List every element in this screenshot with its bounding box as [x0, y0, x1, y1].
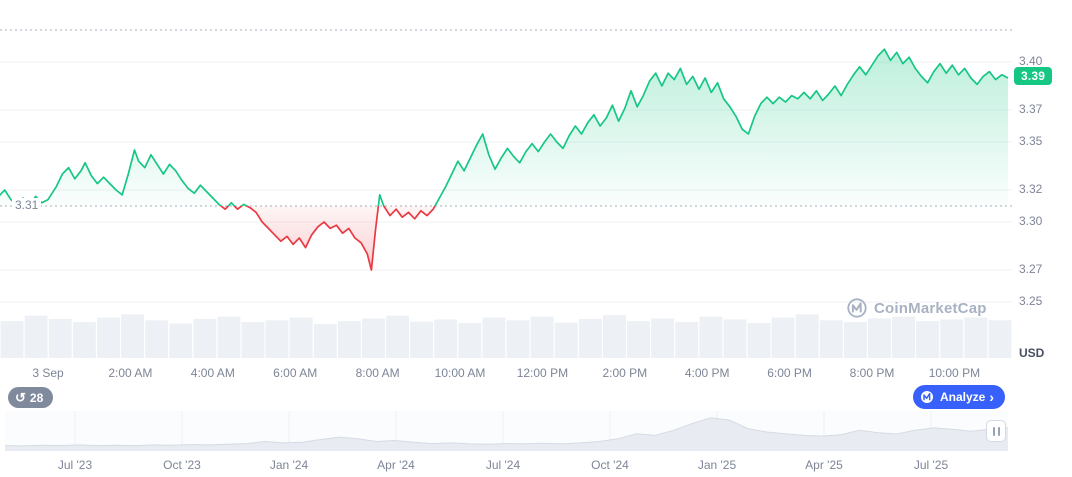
- watermark: CoinMarketCap: [846, 297, 987, 319]
- navigator-axis-label: Oct '24: [591, 458, 629, 472]
- price-axis[interactable]: 3.39 USD 3.40 3.37 3.35 3.32 3.30 3.27 3.25: [1012, 0, 1072, 360]
- watermark-text: CoinMarketCap: [874, 299, 987, 317]
- currency-label: USD: [1019, 346, 1045, 360]
- navigator-axis-label: Jul '23: [57, 458, 93, 472]
- x-axis-label: 6:00 PM: [767, 366, 812, 380]
- current-price-badge: 3.39: [1014, 67, 1053, 85]
- y-axis-label: 3.27: [1019, 262, 1043, 276]
- navigator-axis-label: Jul '24: [485, 458, 521, 472]
- navigator-axis-label: Apr '25: [805, 458, 843, 472]
- history-count-badge[interactable]: ↺ 28: [8, 387, 54, 408]
- y-axis-label: 3.37: [1019, 102, 1043, 116]
- x-axis-label: 2:00 AM: [108, 366, 153, 380]
- navigator-axis-label: Jan '24: [269, 458, 309, 472]
- x-axis-label: 2:00 PM: [602, 366, 648, 380]
- chevron-right-icon: ›: [989, 389, 994, 405]
- date-range-navigator[interactable]: [4, 411, 1009, 451]
- y-axis-label: 3.35: [1019, 134, 1043, 148]
- x-axis-label: 4:00 AM: [190, 366, 235, 380]
- x-axis-label: 6:00 AM: [273, 366, 318, 380]
- x-axis-label: 8:00 PM: [849, 366, 895, 380]
- y-axis-label: 3.25: [1019, 294, 1043, 308]
- y-axis-label: 3.40: [1019, 54, 1043, 68]
- y-axis-label: 3.30: [1019, 214, 1043, 228]
- navigator-axis-label: Oct '23: [163, 458, 201, 472]
- price-chart[interactable]: 3.31: [0, 0, 1012, 360]
- x-axis-label: 10:00 PM: [928, 366, 981, 380]
- navigator-axis-label: Jul '25: [913, 458, 949, 472]
- time-axis[interactable]: 3 Sep 2:00 AM 4:00 AM 6:00 AM 8:00 AM 10:00 A…: [0, 366, 1012, 382]
- x-axis-label: 3 Sep: [32, 366, 64, 380]
- navigator-axis-label: Jan '25: [697, 458, 737, 472]
- analyze-button[interactable]: Analyze ›: [912, 385, 1005, 409]
- navigator-axis-label: Apr '24: [377, 458, 415, 472]
- open-price-label: 3.31: [12, 198, 42, 212]
- price-chart-canvas[interactable]: [0, 0, 1012, 360]
- analyze-label: Analyze: [939, 390, 986, 404]
- x-axis-label: 4:00 PM: [684, 366, 730, 380]
- history-clock-icon: ↺: [15, 390, 26, 405]
- x-axis-label: 8:00 AM: [355, 366, 400, 380]
- coinmarketcap-logo-icon: [920, 391, 933, 403]
- navigator-canvas[interactable]: [4, 411, 1009, 451]
- navigator-axis: Jul '23 Oct '23 Jan '24 Apr '24 Jul '24 Oct '…: [0, 458, 1012, 472]
- x-axis-label: 10:00 AM: [434, 366, 486, 380]
- coinmarketcap-logo-icon: [847, 298, 867, 318]
- history-count: 28: [29, 390, 44, 405]
- x-axis-label: 12:00 PM: [516, 366, 569, 380]
- y-axis-label: 3.32: [1019, 182, 1043, 196]
- navigator-resize-handle[interactable]: [986, 420, 1006, 442]
